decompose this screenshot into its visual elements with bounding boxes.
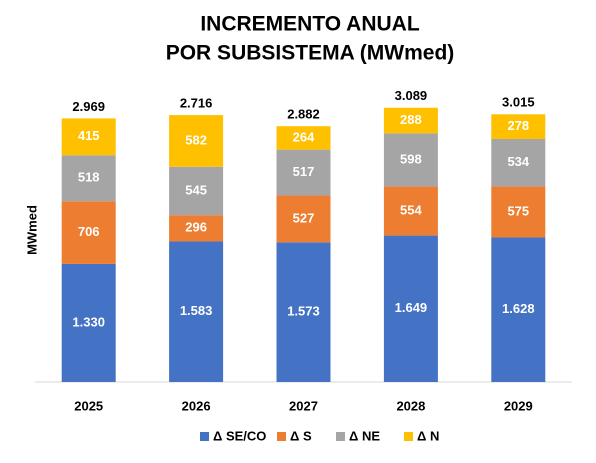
bar-segment: [169, 166, 224, 216]
bar-segment: [383, 186, 438, 236]
bar-segment: [169, 115, 224, 167]
data-label: 278: [507, 118, 529, 133]
bar-segment: [61, 263, 116, 382]
data-label: 1.628: [502, 301, 535, 316]
data-label: 415: [78, 128, 100, 143]
bar-segment: [169, 215, 224, 242]
bar-segment: [491, 114, 546, 139]
chart-title: POR SUBSISTEMA (MWmed): [166, 42, 455, 65]
data-label: 575: [507, 203, 529, 218]
bar-segment: [61, 201, 116, 264]
total-label: 3.015: [502, 95, 535, 110]
data-label: 296: [185, 220, 207, 235]
legend-swatch: [404, 432, 413, 441]
legend-label: Δ S: [290, 428, 312, 443]
bar-segment: [491, 237, 546, 382]
bar-segment: [491, 186, 546, 238]
data-label: 527: [293, 210, 315, 225]
data-label: 1.583: [180, 303, 213, 318]
total-label: 2.969: [72, 99, 105, 114]
data-label: 554: [400, 202, 422, 217]
chart-title: INCREMENTO ANUAL: [200, 13, 420, 36]
bar-segment: [169, 241, 224, 382]
data-label: 534: [507, 154, 529, 169]
bar-segment: [276, 242, 331, 382]
data-label: 706: [78, 224, 100, 239]
total-label: 2.716: [180, 96, 213, 111]
bar-segment: [383, 133, 438, 187]
bar-segment: [276, 195, 331, 243]
legend-swatch: [336, 432, 345, 441]
bar-segment: [61, 155, 116, 202]
data-label: 1.330: [72, 314, 105, 329]
total-label: 2.882: [287, 107, 320, 122]
bar-segment: [276, 126, 331, 150]
data-label: 598: [400, 151, 422, 166]
x-tick-label: 2026: [182, 398, 211, 413]
x-tick-label: 2027: [289, 398, 318, 413]
total-label: 3.089: [395, 88, 428, 103]
data-label: 288: [400, 112, 422, 127]
bar-segment: [491, 138, 546, 187]
data-label: 264: [293, 129, 315, 144]
x-tick-label: 2025: [74, 398, 103, 413]
legend-swatch: [200, 432, 209, 441]
data-label: 582: [185, 132, 207, 147]
data-label: 1.573: [287, 304, 320, 319]
legend-swatch: [277, 432, 286, 441]
legend-label: Δ N: [417, 428, 439, 443]
data-label: 518: [78, 170, 100, 185]
legend-label: Δ NE: [349, 428, 380, 443]
data-label: 1.649: [395, 300, 428, 315]
legend-label: Δ SE/CO: [213, 428, 266, 443]
y-axis-label: MWmed: [24, 205, 39, 255]
bar-segment: [61, 118, 116, 156]
data-label: 545: [185, 182, 207, 197]
data-label: 517: [293, 164, 315, 179]
bar-segment: [276, 149, 331, 196]
bar-segment: [383, 107, 438, 134]
x-tick-label: 2029: [504, 398, 533, 413]
bar-segment: [383, 235, 438, 382]
x-tick-label: 2028: [396, 398, 425, 413]
